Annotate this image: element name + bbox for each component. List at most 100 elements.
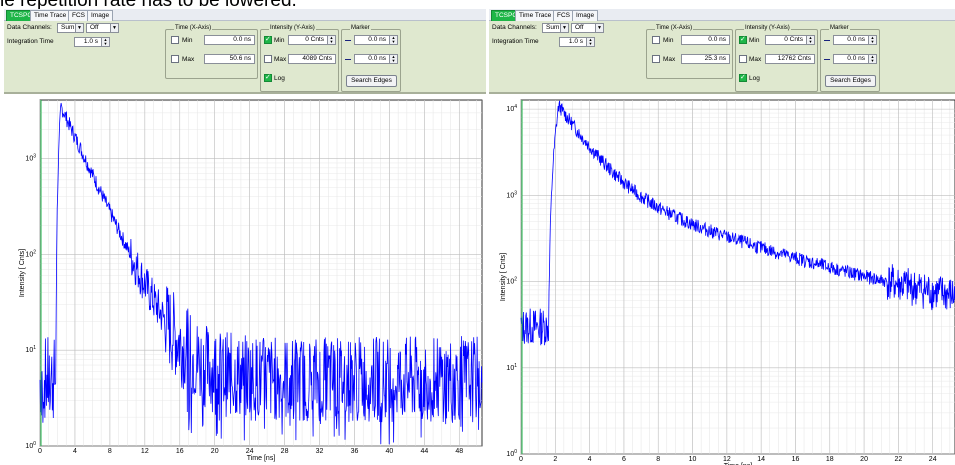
marker1-stepper[interactable]: 0.0 ns ▲ ▼ (354, 35, 398, 45)
marker1-value: 0.0 ns (368, 36, 386, 43)
intensity-max-field[interactable]: 4089 Cnts (288, 54, 336, 64)
y-tick-label: 100 (25, 441, 36, 450)
x-tick-label: 16 (176, 448, 184, 455)
intensity-max-checkbox[interactable] (264, 55, 272, 63)
data-channels-select[interactable]: Sum ▼ (57, 23, 84, 33)
time-max-field[interactable]: 25.3 ns (681, 54, 730, 64)
spinner-arrows-icon[interactable]: ▲ ▼ (327, 36, 335, 44)
x-tick-label: 4 (73, 448, 77, 455)
intensity-max-label: Max (274, 56, 287, 63)
time-max-value: 50.6 ns (229, 55, 251, 62)
time-max-label: Max (663, 56, 676, 63)
spinner-arrows-icon[interactable]: ▲ ▼ (806, 36, 814, 44)
channel-mode-value: Off (575, 24, 584, 31)
data-channels-select[interactable]: Sum ▼ (542, 23, 569, 33)
spinner-arrows-icon[interactable]: ▲ ▼ (389, 55, 397, 63)
channel-mode-select[interactable]: Off ▼ (571, 23, 604, 33)
integration-time-label: Integration Time (7, 38, 54, 45)
marker2-stepper[interactable]: 0.0 ns ▲ ▼ (354, 54, 398, 64)
marker-group-label: Marker (350, 25, 371, 31)
spinner-arrows-icon[interactable]: ▲ ▼ (868, 36, 876, 44)
data-channels-label: Data Channels: (492, 24, 537, 31)
log-scale-checkbox[interactable] (264, 73, 272, 82)
x-tick-label: 24 (929, 456, 937, 463)
integration-time-value: 1.0 s (83, 38, 98, 45)
x-tick-label: 44 (420, 448, 428, 455)
intensity-axis-group-label: Intensity (Y-Axis) (744, 25, 791, 31)
intensity-axis-group-label: Intensity (Y-Axis) (269, 25, 316, 31)
search-edges-button[interactable]: Search Edges (825, 75, 876, 87)
tab-image[interactable]: Image (572, 10, 599, 21)
spinner-arrows-icon[interactable]: ▲ ▼ (868, 55, 876, 63)
time-min-checkbox[interactable] (171, 36, 179, 44)
decay-trace-line (520, 100, 955, 346)
x-tick-label: 32 (316, 448, 324, 455)
marker-group: Marker 0.0 ns ▲ ▼ 0.0 ns ▲ ▼ Search Edges (820, 25, 880, 92)
tab-fcs[interactable]: FCS (553, 10, 574, 21)
tab-time-trace[interactable]: Time Trace (30, 10, 71, 21)
x-tick-label: 12 (723, 456, 731, 463)
x-axis-label: Time [ns] (247, 455, 276, 462)
integration-time-stepper[interactable]: 1.0 s ▲ ▼ (74, 37, 110, 47)
marker-line-icon (345, 40, 351, 41)
time-min-field[interactable]: 0.0 ns (681, 35, 730, 45)
marker-group: Marker 0.0 ns ▲ ▼ 0.0 ns ▲ ▼ Search Edges (341, 25, 401, 92)
tcspc-histogram-chart[interactable]: 0 4 8 12 16 20 24 28 32 36 40 44 48100101102103Time … (4, 94, 486, 465)
x-tick-label: 4 (588, 456, 592, 463)
integration-time-stepper[interactable]: 1.0 s ▲ ▼ (559, 37, 595, 47)
intensity-min-label: Min (274, 37, 285, 44)
decay-trace-line (39, 102, 483, 445)
spinner-arrows-icon[interactable]: ▲ ▼ (389, 36, 397, 44)
intensity-max-field[interactable]: 12762 Cnts (765, 54, 815, 64)
intensity-axis-group: Intensity (Y-Axis) Min 0 Cnts▲▼ Max 4089… (260, 25, 339, 92)
spinner-arrows-icon[interactable]: ▲ ▼ (101, 38, 109, 46)
intensity-min-label: Min (749, 37, 760, 44)
time-max-checkbox[interactable] (652, 55, 660, 63)
intensity-min-stepper[interactable]: 0 Cnts ▲ ▼ (288, 35, 336, 45)
marker-line-icon (824, 40, 830, 41)
tab-time-trace[interactable]: Time Trace (515, 10, 556, 21)
intensity-min-value: 0 Cnts (305, 36, 324, 43)
tab-fcs[interactable]: FCS (68, 10, 89, 21)
time-min-checkbox[interactable] (652, 36, 660, 44)
chevron-down-icon: ▼ (595, 24, 603, 32)
y-tick-label: 102 (25, 249, 36, 258)
integration-time-label: Integration Time (492, 38, 539, 45)
x-tick-label: 0 (38, 448, 42, 455)
plot-area[interactable]: 0 4 8 12 16 20 24 28 32 36 40 44 48 100 101 102 103 Time … (4, 93, 486, 464)
tab-image[interactable]: Image (87, 10, 114, 21)
marker2-stepper[interactable]: 0.0 ns ▲ ▼ (833, 54, 877, 64)
spinner-arrows-icon[interactable]: ▲ ▼ (586, 38, 594, 46)
time-axis-group-label: Time (X-Axis) (174, 25, 213, 31)
marker-line-icon (345, 59, 351, 60)
time-max-field[interactable]: 50.6 ns (204, 54, 255, 64)
time-axis-group-label: Time (X-Axis) (655, 25, 694, 31)
plot-frame (520, 99, 955, 455)
channel-mode-select[interactable]: Off ▼ (86, 23, 119, 33)
y-tick-label: 102 (506, 277, 517, 286)
control-panel: Data Channels: Sum ▼ Off ▼ Integration Tim… (489, 21, 955, 93)
intensity-max-value: 4089 Cnts (302, 55, 332, 62)
tcspc-histogram-chart[interactable]: 024681012141618202224100101102103104Time… (489, 94, 955, 465)
marker1-stepper[interactable]: 0.0 ns ▲ ▼ (833, 35, 877, 45)
data-channels-value: Sum (546, 24, 560, 31)
x-tick-label: 48 (455, 448, 463, 455)
y-tick-label: 101 (506, 363, 517, 372)
intensity-min-checkbox[interactable] (264, 35, 272, 44)
marker-line-icon (824, 59, 830, 60)
plot-area[interactable]: 024681012141618202224100101102103104Time… (489, 93, 955, 465)
marker2-value: 0.0 ns (368, 55, 386, 62)
control-panel: Data Channels: Sum ▼ Off ▼ Integration Tim… (4, 21, 486, 93)
intensity-min-stepper[interactable]: 0 Cnts ▲ ▼ (765, 35, 815, 45)
search-edges-button[interactable]: Search Edges (346, 75, 397, 87)
log-scale-checkbox[interactable] (739, 73, 747, 82)
time-min-field[interactable]: 0.0 ns (204, 35, 255, 45)
marker-group-label: Marker (829, 25, 850, 31)
intensity-max-checkbox[interactable] (739, 55, 747, 63)
intensity-min-checkbox[interactable] (739, 35, 747, 44)
page-caption: le repetition rate has to be lowered. (0, 0, 297, 11)
x-tick-label: 12 (141, 448, 149, 455)
marker1-value: 0.0 ns (847, 36, 865, 43)
time-max-checkbox[interactable] (171, 55, 179, 63)
time-min-label: Min (663, 37, 674, 44)
